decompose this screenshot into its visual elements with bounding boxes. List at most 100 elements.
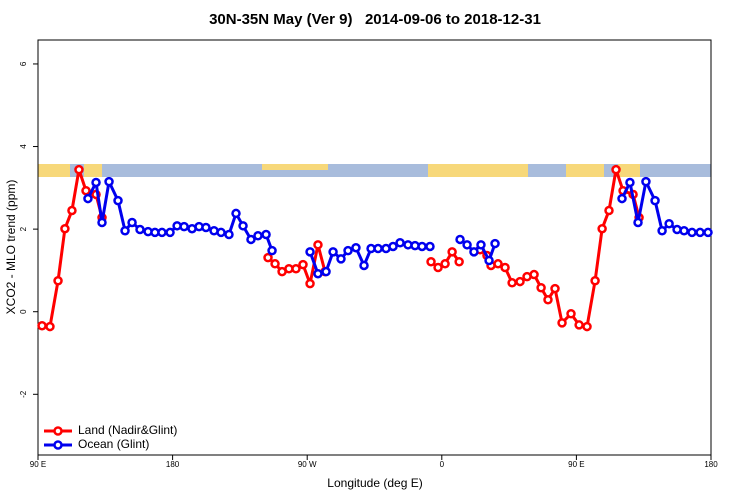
data-point bbox=[135, 224, 145, 235]
data-point bbox=[37, 321, 47, 331]
data-point bbox=[104, 176, 114, 187]
data-point bbox=[305, 278, 315, 289]
data-point bbox=[53, 275, 63, 286]
x-tick-label: 90 E bbox=[568, 460, 584, 469]
data-point bbox=[650, 195, 660, 206]
data-point bbox=[267, 245, 277, 256]
data-point bbox=[224, 229, 234, 240]
data-point bbox=[425, 241, 435, 252]
map-strip bbox=[38, 164, 711, 177]
data-point bbox=[261, 229, 271, 240]
data-point bbox=[633, 217, 643, 228]
chart-title: 30N-35N May (Ver 9) 2014-09-06 to 2018-1… bbox=[209, 11, 541, 28]
data-point bbox=[83, 193, 93, 204]
data-point bbox=[493, 259, 503, 269]
data-point bbox=[321, 266, 331, 277]
data-point bbox=[60, 223, 70, 234]
data-point bbox=[557, 318, 567, 328]
data-point bbox=[433, 262, 443, 273]
data-point bbox=[687, 227, 697, 238]
data-point bbox=[641, 176, 651, 187]
data-point bbox=[291, 264, 301, 274]
data-point bbox=[536, 283, 546, 293]
y-axis-label: XCO2 - MLO trend (ppm) bbox=[4, 180, 18, 315]
y-tick-label: 4 bbox=[19, 144, 28, 149]
data-point bbox=[657, 226, 667, 236]
data-point bbox=[469, 247, 479, 257]
data-point bbox=[454, 256, 464, 267]
data-point bbox=[476, 240, 486, 250]
data-point bbox=[695, 227, 705, 238]
data-point bbox=[328, 247, 338, 257]
data-point bbox=[388, 241, 398, 252]
data-point bbox=[611, 164, 621, 175]
data-point bbox=[417, 241, 427, 252]
data-point bbox=[113, 195, 123, 206]
data-point bbox=[91, 177, 101, 188]
x-tick-label: 90 E bbox=[30, 460, 46, 469]
data-point bbox=[664, 219, 674, 229]
x-tick-label: 0 bbox=[440, 460, 445, 469]
data-point bbox=[120, 226, 130, 236]
data-point bbox=[246, 234, 256, 245]
data-point bbox=[447, 247, 457, 257]
data-point bbox=[515, 276, 525, 287]
legend-label: Land (Nadir&Glint) bbox=[78, 423, 177, 437]
data-point bbox=[231, 208, 241, 219]
data-point bbox=[590, 275, 600, 286]
data-point bbox=[426, 256, 436, 267]
data-point bbox=[604, 205, 614, 216]
legend-marker bbox=[53, 440, 63, 450]
data-point bbox=[395, 238, 405, 248]
data-point bbox=[373, 243, 383, 254]
data-point bbox=[157, 227, 167, 238]
legend-label: Ocean (Glint) bbox=[78, 437, 149, 451]
data-point bbox=[440, 259, 450, 269]
legend: Land (Nadir&Glint)Ocean (Glint) bbox=[44, 423, 177, 451]
data-point bbox=[351, 242, 361, 253]
data-point bbox=[298, 259, 308, 270]
data-point bbox=[67, 205, 77, 216]
data-point bbox=[462, 240, 472, 250]
data-point bbox=[703, 227, 713, 238]
data-point bbox=[238, 221, 248, 231]
data-point bbox=[165, 227, 175, 238]
data-point bbox=[550, 283, 560, 294]
data-point bbox=[127, 217, 137, 228]
x-tick-label: 180 bbox=[166, 460, 180, 469]
data-point bbox=[97, 217, 107, 228]
plot-frame bbox=[37, 39, 712, 456]
data-point bbox=[455, 234, 465, 245]
data-point bbox=[484, 255, 494, 266]
data-point bbox=[179, 221, 189, 232]
data-point bbox=[359, 260, 369, 271]
data-point bbox=[500, 262, 510, 273]
data-point bbox=[343, 245, 353, 256]
data-point bbox=[216, 227, 226, 238]
data-point bbox=[74, 164, 84, 175]
data-point bbox=[305, 247, 315, 257]
data-point bbox=[582, 321, 592, 332]
data-point bbox=[336, 254, 346, 264]
data-point bbox=[81, 185, 91, 196]
data-point bbox=[490, 238, 500, 249]
data-point bbox=[313, 268, 323, 279]
data-point bbox=[597, 223, 607, 234]
x-tick-label: 180 bbox=[704, 460, 718, 469]
data-point bbox=[529, 269, 539, 280]
data-point bbox=[574, 320, 584, 330]
data-point bbox=[45, 321, 55, 332]
y-tick-label: -2 bbox=[19, 390, 28, 398]
data-point bbox=[270, 259, 280, 269]
data-point bbox=[507, 278, 517, 288]
data-point bbox=[313, 240, 323, 250]
data-point bbox=[679, 226, 689, 236]
data-point bbox=[253, 230, 263, 241]
data-point bbox=[201, 222, 211, 233]
y-tick-label: 2 bbox=[19, 226, 28, 231]
y-tick-label: 6 bbox=[19, 61, 28, 66]
data-point bbox=[566, 309, 576, 319]
data-point bbox=[617, 193, 627, 204]
y-tick-label: 0 bbox=[19, 309, 28, 314]
